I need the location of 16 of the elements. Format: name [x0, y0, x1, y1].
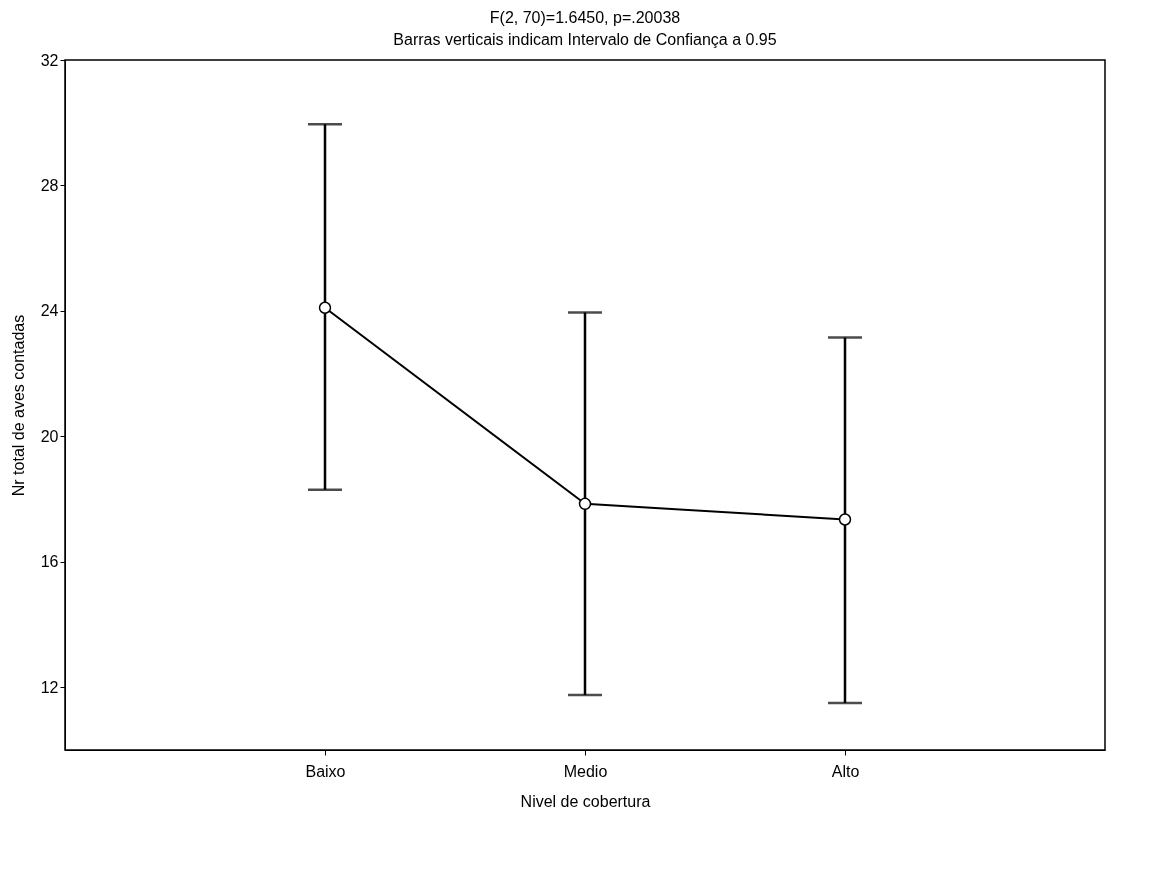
point	[838, 513, 852, 526]
x-tick-label: Alto	[831, 762, 860, 780]
y-tick-label: 32	[40, 51, 59, 69]
y-tick-label: 28	[40, 176, 59, 194]
y-axis-title: Nr total de aves contadas	[9, 314, 27, 497]
y-tick-label: 20	[40, 427, 59, 445]
chart-title: F(2, 70)=1.6450, p=.20038	[489, 9, 681, 26]
y-tick-label: 16	[40, 553, 59, 571]
y-tick-label: 24	[40, 302, 59, 320]
y-tick-label: 12	[40, 678, 59, 696]
point	[318, 301, 332, 314]
chart-subtitle: Barras verticais indicam Intervalo de Confiança a 0.95	[393, 31, 777, 48]
x-tick-label: Baixo	[305, 762, 346, 780]
point	[578, 497, 592, 511]
x-tick-label: Medio	[563, 762, 608, 780]
x-axis-title: Nivel de cobertura	[520, 792, 651, 810]
